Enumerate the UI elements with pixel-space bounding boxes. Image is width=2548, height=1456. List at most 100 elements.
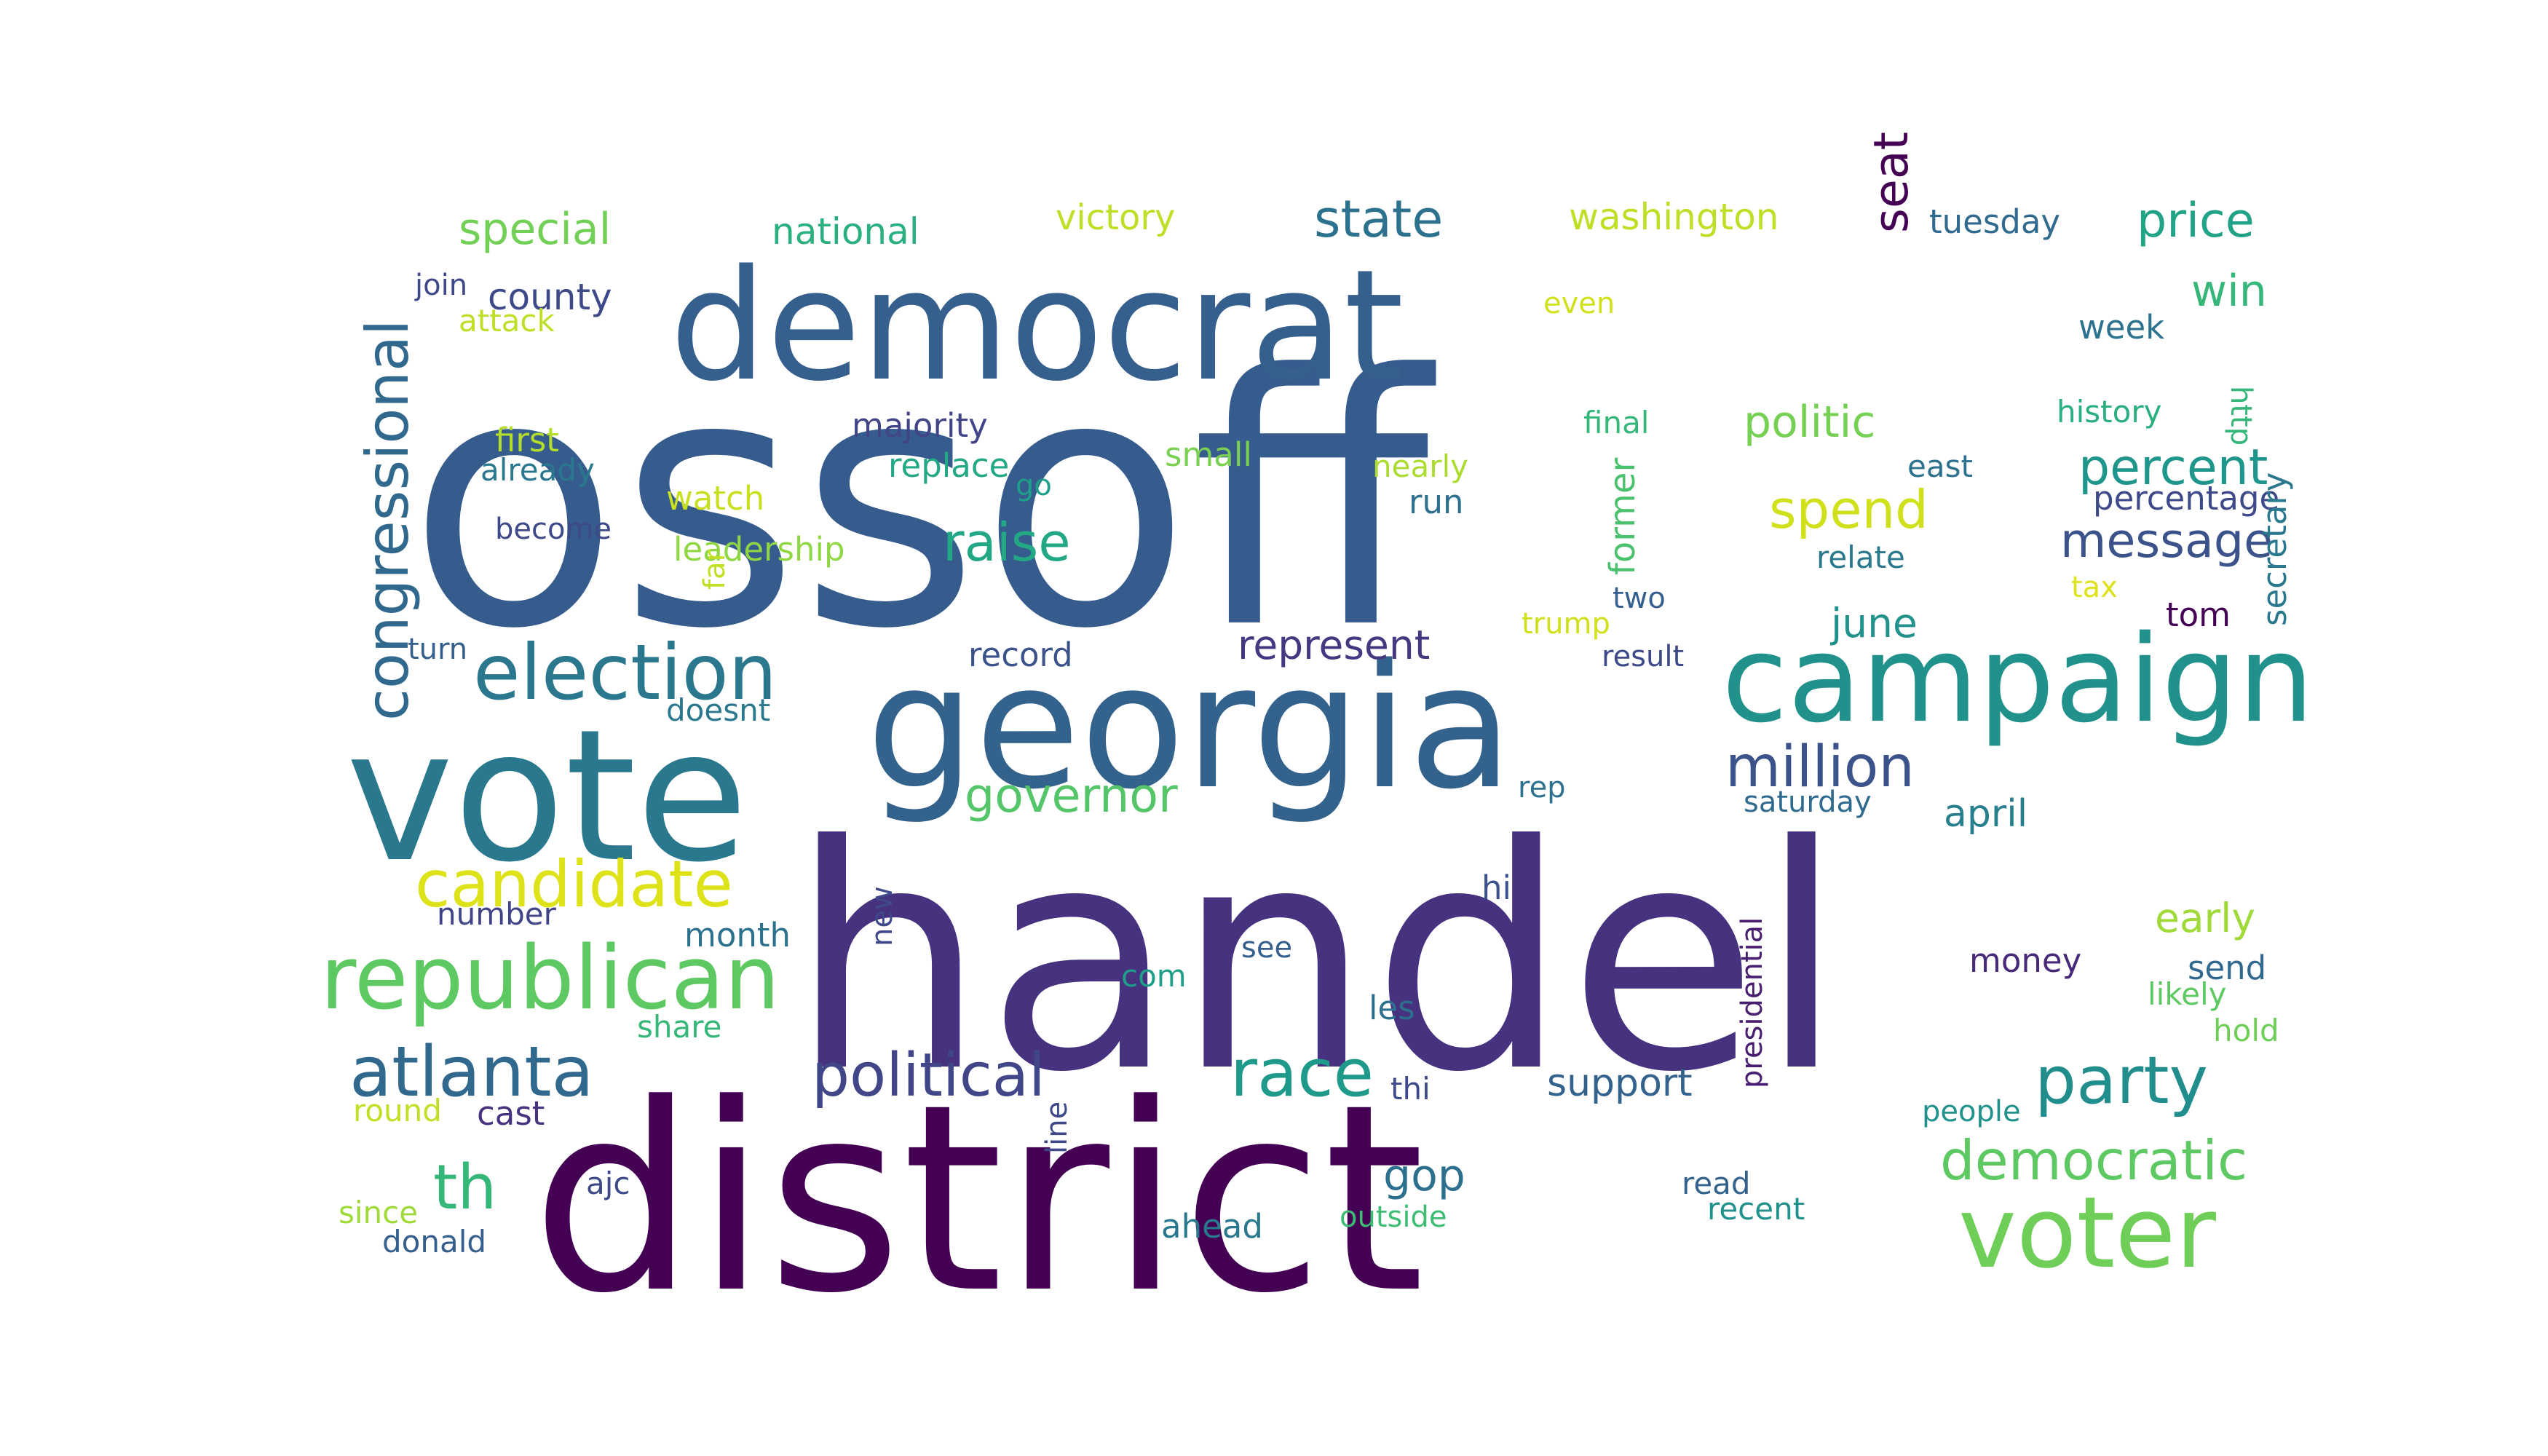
word-political: political (812, 1041, 1045, 1110)
word-replace: replace (888, 446, 1009, 485)
word-spend: spend (1769, 479, 1928, 540)
word-candidate: candidate (415, 847, 733, 922)
word-line: line (1040, 1101, 1074, 1154)
word-run: run (1409, 483, 1464, 521)
word-washington: washington (1569, 196, 1779, 238)
word-april: april (1944, 792, 2027, 836)
word-majority: majority (852, 406, 988, 445)
word-result: result (1602, 640, 1684, 673)
word-early: early (2155, 895, 2255, 941)
word-ajc: ajc (586, 1166, 630, 1201)
word-georgia: georgia (866, 628, 1513, 827)
word-support: support (1547, 1061, 1693, 1105)
word-cast: cast (477, 1094, 545, 1133)
word-leadership: leadership (673, 530, 845, 569)
word-win: win (2191, 266, 2267, 317)
word-final: final (1583, 405, 1649, 440)
word-relate: relate (1816, 539, 1905, 575)
word-number: number (437, 896, 557, 932)
word-read: read (1682, 1166, 1751, 1201)
word-ossoff: ossoff (408, 302, 1440, 705)
word-go: go (1016, 469, 1052, 502)
word-month: month (684, 916, 791, 954)
word-tuesday: tuesday (1929, 202, 2060, 241)
word-com: com (1121, 958, 1187, 994)
word-hi: hi (1481, 869, 1511, 907)
word-party: party (2035, 1042, 2208, 1119)
word-price: price (2137, 194, 2255, 248)
word-vote: vote (346, 690, 748, 902)
word-raise: raise (943, 512, 1071, 573)
word-round: round (353, 1093, 442, 1128)
word-voter: voter (1958, 1176, 2216, 1290)
word-former: former (1602, 458, 1643, 575)
word-congressional: congressional (354, 320, 422, 721)
word-presidential: presidential (1736, 917, 1769, 1088)
word-atlanta: atlanta (349, 1032, 594, 1112)
word-join: join (414, 269, 467, 302)
word-republican: republican (320, 928, 780, 1029)
word-million: million (1725, 735, 1915, 800)
word-become: become (495, 513, 612, 546)
word-money: money (1969, 941, 2081, 980)
word-since: since (339, 1195, 418, 1230)
word-http: http (2224, 386, 2258, 446)
word-politic: politic (1744, 397, 1875, 448)
word-week: week (2078, 308, 2164, 347)
word-democrat: democrat (670, 237, 1404, 415)
word-nearly: nearly (1372, 448, 1468, 484)
word-saturday: saturday (1744, 786, 1872, 819)
word-message: message (2060, 514, 2273, 569)
word-hold: hold (2213, 1013, 2279, 1048)
word-share: share (637, 1009, 721, 1045)
word-rep: rep (1518, 771, 1566, 804)
word-thi: thi (1390, 1071, 1431, 1107)
word-ahead: ahead (1161, 1207, 1263, 1246)
word-th: th (433, 1152, 496, 1224)
word-small: small (1165, 435, 1252, 474)
word-percentage: percentage (2093, 479, 2279, 518)
word-handel: handel (790, 780, 1845, 1140)
word-secretary: secretary (2255, 472, 2294, 626)
word-even: even (1543, 287, 1615, 320)
word-east: east (1907, 448, 1973, 484)
word-les: les (1369, 989, 1415, 1027)
word-donald: donald (382, 1224, 486, 1259)
word-state: state (1314, 189, 1443, 249)
word-see: see (1241, 931, 1292, 965)
word-trump: trump (1522, 607, 1610, 641)
word-percent: percent (2078, 439, 2268, 496)
word-june: june (1830, 600, 1918, 646)
word-people: people (1922, 1095, 2021, 1128)
word-first: first (495, 421, 559, 459)
word-governor: governor (965, 769, 1178, 823)
word-tom: tom (2166, 596, 2231, 634)
word-outside: outside (1340, 1200, 1447, 1234)
word-new: new (866, 886, 899, 946)
word-election: election (473, 628, 777, 717)
word-likely: likely (2148, 976, 2227, 1012)
word-two: two (1613, 582, 1666, 615)
word-special: special (459, 204, 611, 255)
word-victory: victory (1056, 197, 1175, 238)
word-district: district (531, 1048, 1425, 1350)
word-democratic: democratic (1940, 1128, 2247, 1192)
word-watch: watch (666, 479, 764, 518)
word-campaign: campaign (1722, 609, 2314, 749)
word-national: national (772, 210, 919, 253)
word-send: send (2188, 949, 2266, 987)
word-far: far (698, 549, 732, 590)
word-already: already (480, 452, 595, 488)
word-doesnt: doesnt (666, 692, 770, 728)
word-represent: represent (1238, 622, 1430, 668)
word-turn: turn (408, 633, 467, 666)
word-record: record (968, 636, 1073, 674)
word-attack: attack (459, 303, 555, 339)
word-recent: recent (1707, 1191, 1805, 1227)
word-history: history (2057, 394, 2161, 430)
word-county: county (488, 276, 612, 318)
word-seat: seat (1864, 132, 1919, 233)
word-tax: tax (2071, 571, 2118, 604)
